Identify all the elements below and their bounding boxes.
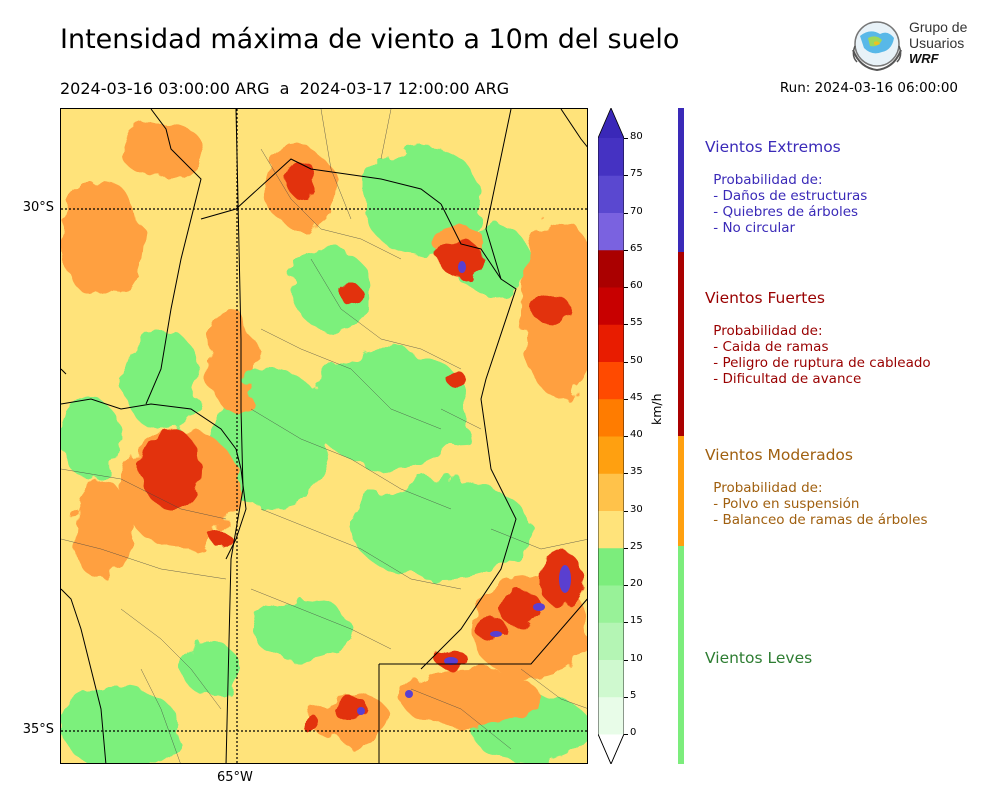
wind-map[interactable] [60, 108, 588, 764]
colorbar-tick-mark [624, 324, 628, 326]
category-desc-line: - Caida de ramas [709, 339, 829, 355]
colorbar-tick-mark [624, 473, 628, 475]
colorbar-extend-min [597, 733, 625, 766]
colorbar-graphic [597, 106, 625, 766]
colorbar-tick-label: 5 [630, 689, 637, 701]
category-bar [678, 546, 684, 764]
colorbar-tick-mark [624, 287, 628, 288]
map-title: Intensidad máxima de viento a 10m del su… [60, 24, 680, 55]
category-bar [678, 108, 684, 252]
logo-text-line3: WRF [909, 51, 939, 66]
colorbar-tick-mark [624, 212, 628, 214]
category-desc-line: Probabilidad de: [709, 172, 823, 188]
colorbar-tick-mark [624, 659, 628, 661]
colorbar-segment [598, 510, 624, 549]
colorbar-segment [598, 696, 624, 735]
colorbar-tick-mark [624, 361, 628, 363]
category-desc-line: - Daños de estructuras [709, 188, 868, 204]
colorbar-tick-label: 10 [630, 652, 643, 664]
colorbar-segment [598, 398, 624, 437]
colorbar-segment [598, 249, 624, 288]
colorbar-segment [598, 547, 624, 586]
colorbar-tick-label: 30 [630, 503, 643, 515]
colorbar-tick-label: 15 [630, 615, 643, 627]
category-title: Vientos Leves [705, 649, 813, 667]
colorbar-tick-mark [624, 398, 628, 400]
colorbar-segment [598, 585, 624, 623]
colorbar [597, 106, 625, 766]
colorbar-tick-label: 55 [630, 317, 643, 329]
colorbar-segment [598, 175, 624, 213]
colorbar-tick-label: 20 [630, 578, 643, 589]
colorbar-tick-mark [624, 734, 628, 735]
colorbar-tick-mark [624, 510, 628, 512]
colorbar-tick-label: 65 [630, 242, 643, 254]
colorbar-segment [598, 361, 624, 400]
colorbar-tick-label: 80 [630, 131, 643, 142]
logo-text-line2: Usuarios [909, 35, 965, 51]
colorbar-tick-mark [624, 138, 628, 139]
colorbar-tick-mark [624, 175, 628, 177]
colorbar-segment [598, 287, 624, 325]
category-desc-line: Probabilidad de: [709, 323, 823, 339]
colorbar-segment [598, 473, 624, 511]
colorbar-segment [598, 138, 624, 176]
colorbar-tick-label: 50 [630, 354, 643, 366]
colorbar-segment [598, 659, 624, 698]
category-desc-line: - Quiebres de árboles [709, 204, 859, 220]
colorbar-tick-label: 75 [630, 168, 643, 180]
colorbar-tick-mark [624, 585, 628, 586]
category-title: Vientos Moderados [705, 446, 853, 464]
colorbar-tick-mark [624, 696, 628, 698]
colorbar-tick-label: 0 [630, 727, 637, 738]
category-desc-line: - Balanceo de ramas de árboles [709, 512, 928, 528]
lat-label-35s: 35°S [22, 722, 54, 737]
category-title: Vientos Extremos [705, 138, 841, 156]
category-title: Vientos Fuertes [705, 289, 825, 307]
colorbar-tick-label: 25 [630, 540, 643, 552]
department-boundaries [61, 109, 587, 763]
light-wind-areas [61, 144, 587, 763]
graticule [61, 109, 587, 763]
category-desc-line: - Dificultad de avance [709, 371, 862, 387]
colorbar-segment [598, 212, 624, 251]
run-time: Run: 2024-03-16 06:00:00 [779, 80, 958, 96]
colorbar-tick-mark [624, 547, 628, 549]
colorbar-tick-mark [624, 436, 628, 437]
colorbar-tick-label: 35 [630, 466, 643, 478]
colorbar-tick-label: 70 [630, 205, 643, 217]
colorbar-tick-label: 45 [630, 391, 643, 403]
wind-map-canvas [61, 109, 587, 763]
colorbar-tick-label: 60 [630, 280, 643, 291]
colorbar-tick-mark [624, 249, 628, 251]
extreme-wind-cores [357, 261, 571, 715]
lat-label-30s: 30°S [22, 200, 54, 215]
category-desc-line: - No circular [709, 220, 796, 236]
category-bar [678, 252, 684, 436]
colorbar-tick-label: 40 [630, 429, 643, 440]
colorbar-segment [598, 324, 624, 362]
category-desc-line: - Polvo en suspensión [709, 496, 860, 512]
forecast-period: 2024-03-16 03:00:00 ARG a 2024-03-17 12:… [60, 79, 510, 98]
colorbar-segment [598, 622, 624, 660]
wrf-logo: Grupo de Usuarios WRF [848, 16, 973, 74]
logo-text-line1: Grupo de [909, 19, 968, 35]
colorbar-units: km/h [649, 393, 664, 425]
colorbar-tick-mark [624, 622, 628, 624]
province-boundaries [61, 109, 587, 763]
lon-label-65w: 65°W [217, 770, 253, 785]
colorbar-segment [598, 436, 624, 474]
category-desc-line: - Peligro de ruptura de cableado [709, 355, 931, 371]
colorbar-extend-max [598, 108, 624, 138]
globe-icon [852, 21, 902, 72]
category-bar [678, 436, 684, 546]
category-desc-line: Probabilidad de: [709, 480, 823, 496]
